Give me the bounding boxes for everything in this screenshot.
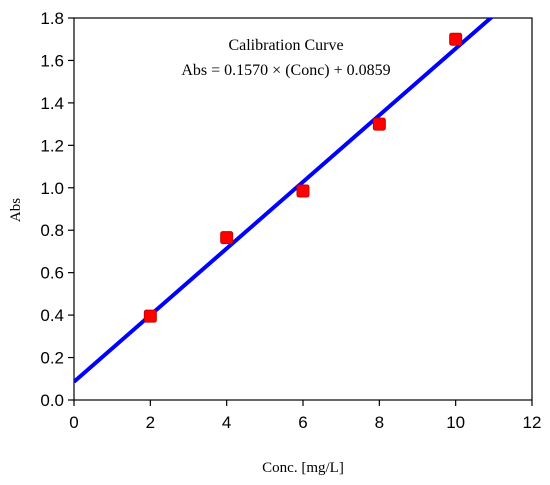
- label-layer: Calibration Curve Abs = 0.1570 × (Conc) …: [8, 37, 391, 476]
- y-tick-label: 1.0: [40, 179, 64, 198]
- y-tick-label: 1.2: [40, 136, 64, 155]
- y-tick-label: 0.6: [40, 264, 64, 283]
- y-tick-label: 0.2: [40, 349, 64, 368]
- data-point: [372, 117, 386, 131]
- y-tick-label: 1.4: [40, 94, 64, 113]
- chart-title: Calibration Curve: [228, 37, 343, 54]
- y-axis-label: Abs: [8, 198, 24, 222]
- y-tick-label: 1.8: [40, 9, 64, 28]
- y-tick-label: 0.8: [40, 221, 64, 240]
- data-point: [449, 32, 463, 46]
- chart-subtitle: Abs = 0.1570 × (Conc) + 0.0859: [181, 62, 390, 79]
- points-layer: [143, 32, 463, 323]
- y-tick-label: 1.6: [40, 51, 64, 70]
- x-tick-label: 4: [222, 413, 231, 432]
- data-point: [143, 309, 157, 323]
- y-tick-label: 0.0: [40, 391, 64, 410]
- x-tick-label: 10: [446, 413, 465, 432]
- x-tick-label: 2: [146, 413, 155, 432]
- y-tick-label: 0.4: [40, 306, 64, 325]
- x-tick-label: 0: [69, 413, 78, 432]
- data-point: [296, 184, 310, 198]
- x-tick-label: 6: [298, 413, 307, 432]
- x-tick-label: 12: [523, 413, 542, 432]
- x-tick-label: 8: [375, 413, 384, 432]
- data-point: [220, 231, 234, 245]
- axes-layer: 0 2 4 6 8 10 12 0.0 0.2 0.4 0.6 0.8 1.0 1.2 1.4 1.6 1.8: [40, 9, 541, 432]
- x-axis-label: Conc. [mg/L]: [262, 460, 344, 476]
